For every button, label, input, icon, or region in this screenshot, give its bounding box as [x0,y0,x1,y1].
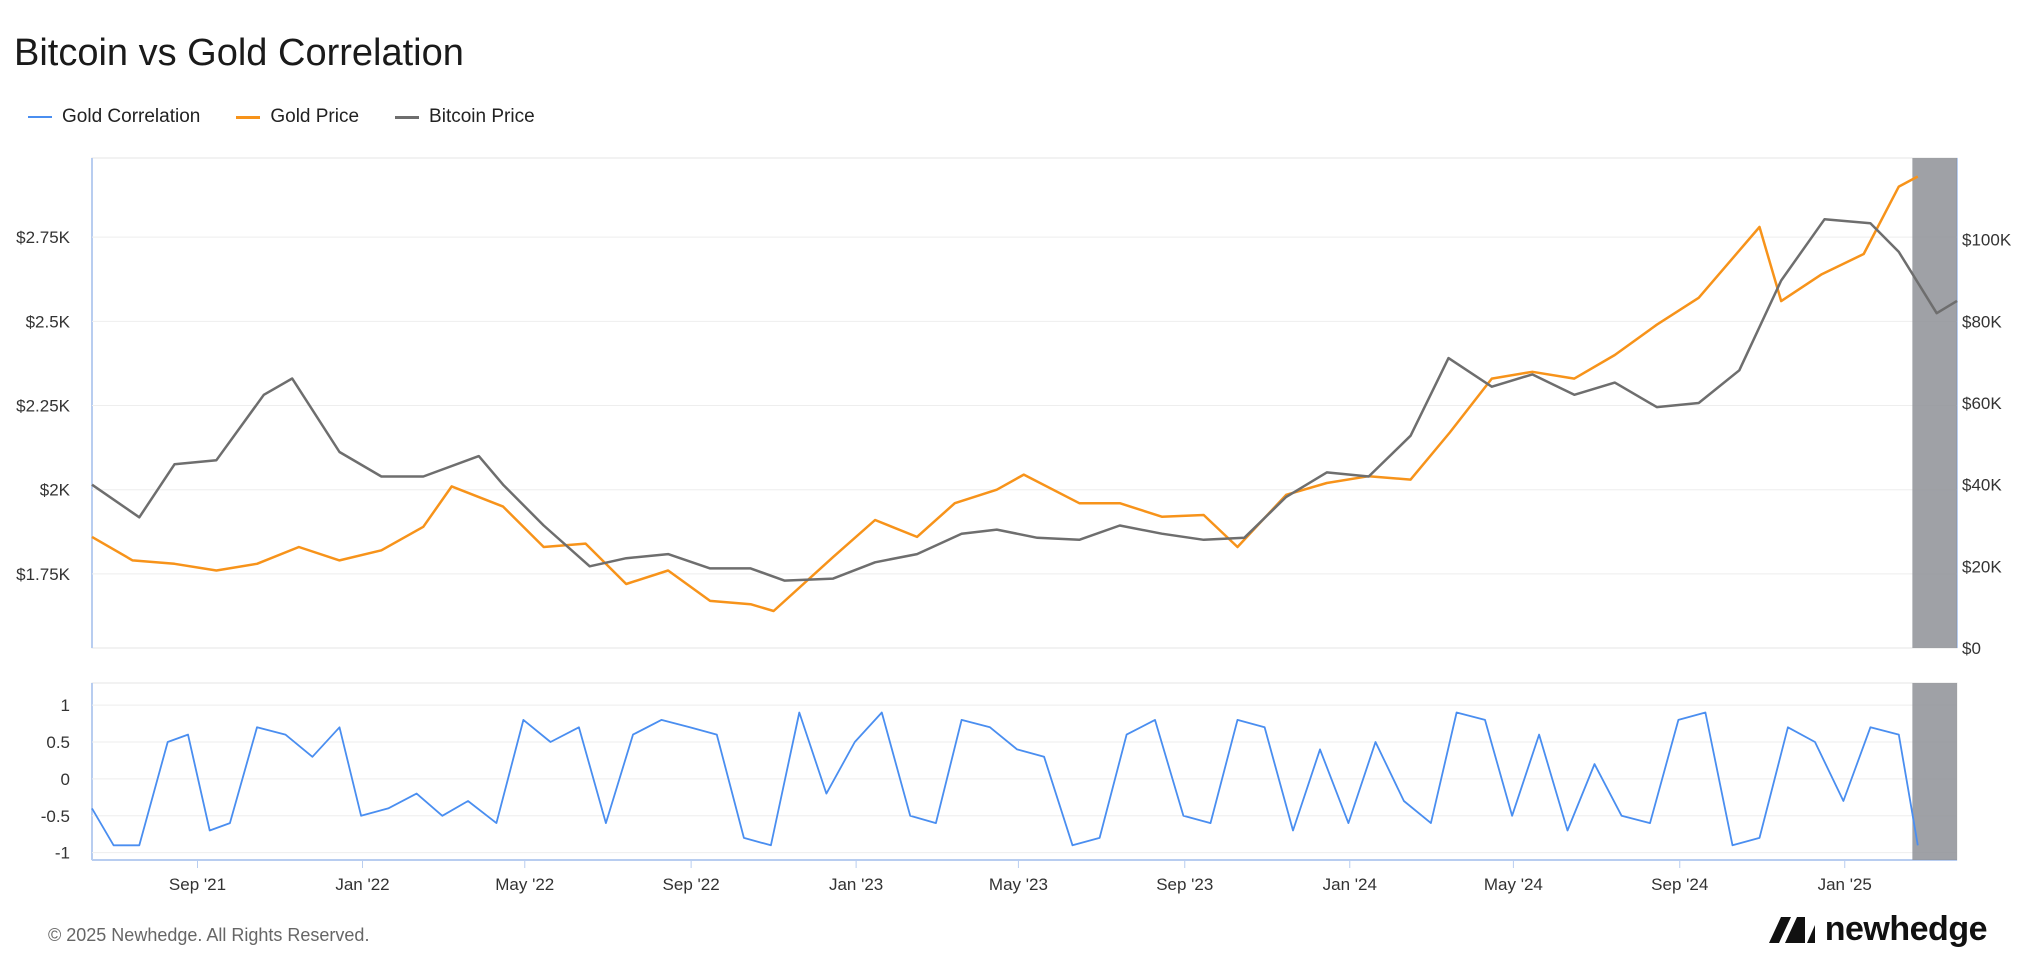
legend-label: Gold Price [270,106,360,127]
y-left-tick-label: $2.25K [16,397,71,416]
gold-price-swatch-icon [236,115,261,119]
y-right-tick-label: $20K [1962,557,2002,576]
y-right-tick-label: $60K [1962,394,2002,413]
bitcoin-price-swatch-icon [395,115,420,119]
logo-text: newhedge [1824,910,1988,948]
y-right-tick-label: $80K [1962,312,2002,331]
x-tick-label: Sep '23 [1156,875,1213,894]
chart-title: Bitcoin vs Gold Correlation [14,32,464,74]
shaded-range [1912,158,1957,648]
main-plot-area [91,157,1958,649]
y-left-tick-label: $2.75K [16,228,71,247]
copyright-footer: © 2025 Newhedge. All Rights Reserved. [48,925,370,945]
y-right-tick-label: $100K [1962,231,2012,250]
x-tick-label: Jan '25 [1818,875,1872,894]
y-correlation-tick-label: -1 [55,844,70,863]
correlation-plot-area [91,682,1958,861]
legend-item-bitcoin-price[interactable]: Bitcoin Price [395,106,535,128]
newhedge-logo-icon [1768,916,1815,943]
gold-correlation-line [91,711,1919,847]
y-left-tick-label: $1.75K [16,565,71,584]
y-correlation-tick-label: 0 [61,770,70,789]
newhedge-logo[interactable]: newhedge [1767,910,1988,949]
y-right-tick-label: $40K [1962,476,2002,495]
x-tick-label: May '22 [495,875,554,894]
bitcoin-price-line [91,218,1958,582]
legend-item-gold-correlation[interactable]: Gold Correlation [28,106,200,128]
x-tick-label: May '23 [989,875,1048,894]
legend-label: Bitcoin Price [429,106,535,127]
y-right-tick-label: $0 [1962,639,1981,658]
y-correlation-tick-label: -0.5 [41,807,70,826]
x-tick-label: Jan '24 [1323,875,1377,894]
legend-item-gold-price[interactable]: Gold Price [236,106,359,128]
legend-label: Gold Correlation [62,106,201,127]
gold-correlation-swatch-icon [28,116,52,118]
x-tick-label: Jan '22 [335,875,389,894]
shaded-range-correlation [1912,683,1957,860]
x-tick-label: Sep '22 [663,875,720,894]
y-correlation-tick-label: 0.5 [46,733,70,752]
x-tick-label: May '24 [1484,875,1543,894]
y-left-tick-label: $2K [40,481,71,500]
x-tick-label: Jan '23 [829,875,883,894]
y-correlation-tick-label: 1 [61,696,70,715]
x-tick-label: Sep '21 [169,875,226,894]
gold-price-line [91,175,1919,613]
y-left-tick-label: $2.5K [26,312,71,331]
legend: Gold Correlation Gold Price Bitcoin Pric… [28,106,535,128]
x-tick-label: Sep '24 [1651,875,1708,894]
